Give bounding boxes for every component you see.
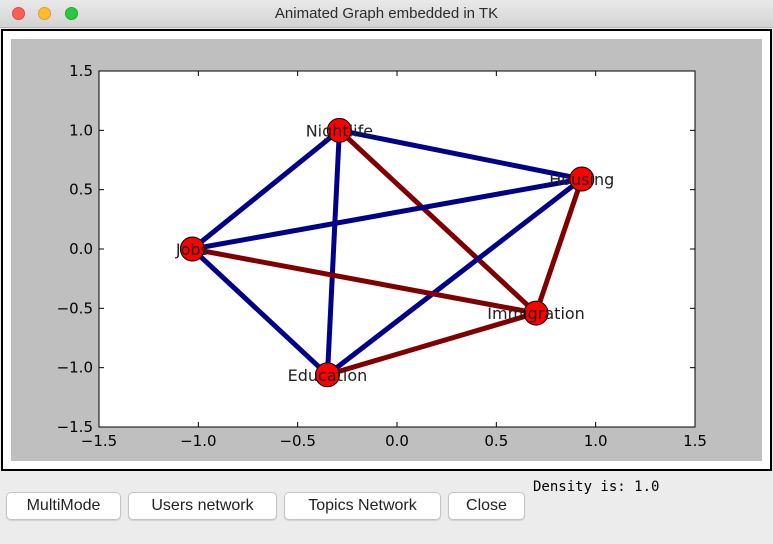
x-tick-label: −1.0: [180, 432, 216, 450]
close-button[interactable]: Close: [448, 492, 525, 520]
edge-nightlife-housing: [338, 127, 583, 182]
users-network-button[interactable]: Users network: [128, 492, 277, 520]
node-label-jobs: Jobs: [175, 240, 209, 259]
node-immigration: [523, 300, 549, 326]
window-titlebar: Animated Graph embedded in TK: [0, 0, 773, 28]
edge-jobs-education: [190, 247, 330, 377]
edge-housing-immigration: [533, 178, 585, 314]
x-tick-label: 1.0: [584, 432, 608, 450]
node-education: [314, 362, 340, 388]
x-tick-label: −0.5: [279, 432, 315, 450]
node-label-nightlife: Nightlife: [306, 121, 373, 140]
edge-education-immigration: [326, 310, 537, 378]
edge-housing-jobs: [191, 176, 583, 252]
y-tick-label: 1.0: [69, 121, 93, 139]
close-window-icon[interactable]: [12, 7, 25, 20]
y-tick-label: −0.5: [57, 299, 93, 317]
edge-nightlife-immigration: [337, 128, 538, 315]
minimize-window-icon[interactable]: [38, 7, 51, 20]
node-label-housing: Housing: [549, 170, 614, 189]
topics-network-button[interactable]: Topics Network: [284, 492, 441, 520]
window-title: Animated Graph embedded in TK: [274, 5, 499, 22]
node-housing: [569, 166, 595, 192]
y-tick-label: 1.5: [69, 62, 93, 80]
x-tick-label: −1.5: [81, 432, 117, 450]
zoom-window-icon[interactable]: [65, 7, 78, 20]
multimode-button[interactable]: MultiMode: [6, 492, 121, 520]
edge-housing-education: [325, 177, 584, 377]
y-tick-label: 0.0: [69, 240, 93, 258]
density-label: Density is: 1.0: [533, 479, 660, 495]
x-tick-label: 0.0: [385, 432, 409, 450]
x-tick-label: 0.5: [484, 432, 508, 450]
x-tick-label: 1.5: [683, 432, 707, 450]
y-tick-label: −1.5: [57, 418, 93, 436]
node-jobs: [179, 236, 205, 262]
node-label-immigration: Immigration: [487, 304, 585, 323]
y-tick-label: 0.5: [69, 181, 93, 199]
edge-nightlife-jobs: [190, 128, 341, 251]
edge-nightlife-education: [324, 130, 342, 375]
node-label-education: Education: [288, 366, 368, 385]
edge-jobs-immigration: [191, 246, 537, 316]
y-tick-label: −1.0: [57, 359, 93, 377]
node-nightlife: [326, 117, 352, 143]
